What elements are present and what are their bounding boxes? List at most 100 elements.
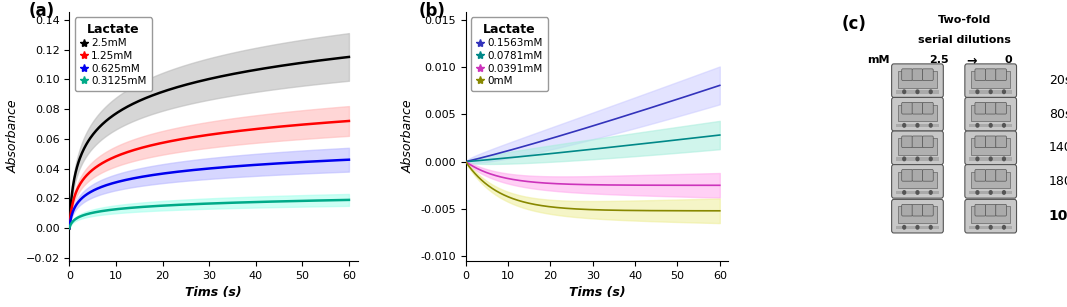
Bar [922, 210, 924, 215]
FancyBboxPatch shape [975, 136, 986, 148]
FancyBboxPatch shape [985, 103, 996, 114]
Y-axis label: Absorbance: Absorbance [7, 100, 20, 173]
Text: Two-fold: Two-fold [938, 15, 991, 25]
FancyBboxPatch shape [923, 69, 934, 80]
Circle shape [928, 190, 933, 195]
Bar [911, 75, 913, 79]
FancyBboxPatch shape [965, 131, 1017, 165]
FancyBboxPatch shape [902, 136, 912, 148]
Text: 80s: 80s [1049, 108, 1067, 121]
Bar [994, 210, 997, 215]
Bar [971, 207, 1010, 223]
Circle shape [915, 123, 920, 128]
FancyBboxPatch shape [912, 136, 923, 148]
Circle shape [988, 157, 992, 161]
FancyBboxPatch shape [975, 103, 986, 114]
Circle shape [988, 89, 992, 94]
Bar [970, 226, 1012, 229]
Text: 2.5: 2.5 [929, 55, 949, 64]
Bar [898, 104, 937, 121]
Bar [985, 175, 986, 180]
Legend: 0.1563mM, 0.0781mM, 0.0391mM, 0mM: 0.1563mM, 0.0781mM, 0.0391mM, 0mM [471, 17, 548, 91]
Bar [994, 142, 997, 146]
FancyBboxPatch shape [996, 204, 1006, 216]
Bar [985, 142, 986, 146]
FancyBboxPatch shape [985, 204, 996, 216]
Bar [898, 172, 937, 188]
Text: (a): (a) [29, 2, 55, 20]
Text: →: → [966, 55, 976, 68]
Bar [994, 175, 997, 180]
FancyBboxPatch shape [985, 136, 996, 148]
Bar [896, 124, 939, 127]
FancyBboxPatch shape [985, 169, 996, 181]
Bar [922, 175, 924, 180]
Bar [985, 75, 986, 79]
Bar [970, 90, 1012, 94]
Bar [898, 71, 937, 87]
FancyBboxPatch shape [965, 200, 1017, 233]
Text: (b): (b) [418, 2, 445, 20]
FancyBboxPatch shape [923, 103, 934, 114]
FancyBboxPatch shape [892, 200, 943, 233]
Bar [971, 104, 1010, 121]
FancyBboxPatch shape [902, 69, 912, 80]
FancyBboxPatch shape [975, 169, 986, 181]
Bar [994, 75, 997, 79]
Bar [896, 90, 939, 94]
Bar [971, 138, 1010, 155]
FancyBboxPatch shape [892, 165, 943, 198]
Circle shape [915, 190, 920, 195]
X-axis label: Tims (s): Tims (s) [569, 286, 625, 299]
Bar [985, 210, 986, 215]
FancyBboxPatch shape [965, 97, 1017, 131]
FancyBboxPatch shape [965, 64, 1017, 97]
Text: (c): (c) [842, 15, 867, 33]
FancyBboxPatch shape [912, 103, 923, 114]
Circle shape [975, 190, 980, 195]
Bar [970, 157, 1012, 161]
FancyBboxPatch shape [892, 97, 943, 131]
FancyBboxPatch shape [892, 131, 943, 165]
Circle shape [928, 157, 933, 161]
FancyBboxPatch shape [996, 103, 1006, 114]
Bar [898, 207, 937, 223]
Circle shape [988, 123, 992, 128]
Text: 180s: 180s [1049, 175, 1067, 188]
Legend: 2.5mM, 1.25mM, 0.625mM, 0.3125mM: 2.5mM, 1.25mM, 0.625mM, 0.3125mM [75, 17, 152, 91]
Circle shape [1002, 225, 1006, 230]
Bar [911, 142, 913, 146]
FancyBboxPatch shape [912, 169, 923, 181]
Text: mM: mM [867, 55, 890, 64]
Bar [911, 108, 913, 113]
FancyBboxPatch shape [902, 103, 912, 114]
FancyBboxPatch shape [996, 69, 1006, 80]
Bar [896, 157, 939, 161]
Bar [922, 142, 924, 146]
Circle shape [928, 89, 933, 94]
Bar [971, 172, 1010, 188]
Circle shape [915, 157, 920, 161]
Circle shape [988, 225, 992, 230]
Circle shape [975, 225, 980, 230]
Bar [896, 226, 939, 229]
Circle shape [1002, 157, 1006, 161]
FancyBboxPatch shape [902, 169, 912, 181]
Circle shape [928, 123, 933, 128]
Bar [985, 108, 986, 113]
Circle shape [975, 157, 980, 161]
FancyBboxPatch shape [975, 69, 986, 80]
Bar [922, 75, 924, 79]
Circle shape [915, 225, 920, 230]
Circle shape [1002, 190, 1006, 195]
Circle shape [902, 89, 906, 94]
FancyBboxPatch shape [985, 69, 996, 80]
Bar [970, 124, 1012, 127]
Bar [896, 191, 939, 194]
Y-axis label: Absorbance: Absorbance [401, 100, 415, 173]
Bar [911, 175, 913, 180]
Circle shape [902, 157, 906, 161]
Circle shape [928, 225, 933, 230]
Bar [971, 71, 1010, 87]
FancyBboxPatch shape [965, 165, 1017, 198]
